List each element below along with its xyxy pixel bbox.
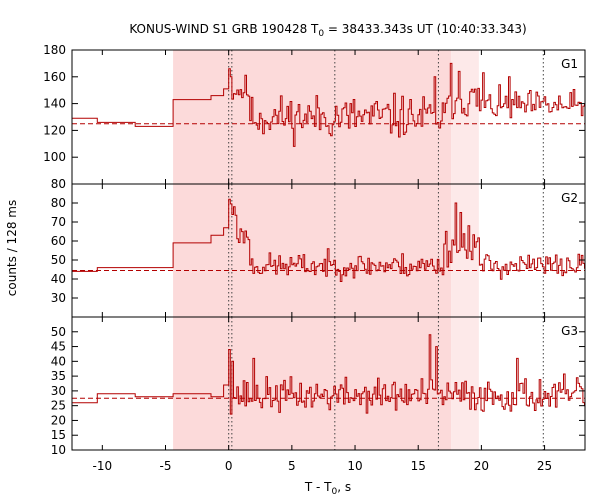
x-tick-label: 0 xyxy=(225,459,233,473)
x-tick-label: 10 xyxy=(347,459,362,473)
x-tick-label: 15 xyxy=(411,459,426,473)
y-tick-label: 120 xyxy=(43,123,66,137)
panel-g2: 30 40 50 60 70 80 G2 xyxy=(51,183,586,318)
panel-label: G1 xyxy=(561,57,578,71)
y-tick-label: 30 xyxy=(51,291,66,305)
y-tick-label: 80 xyxy=(51,196,66,210)
light-curve-g1 xyxy=(72,62,585,147)
y-tick-label: 40 xyxy=(51,272,66,286)
x-axis-label: T - T0, s xyxy=(304,480,351,497)
y-tick-label: 80 xyxy=(51,177,66,191)
x-tick-label: 20 xyxy=(474,459,489,473)
shaded-interval xyxy=(173,184,452,317)
shaded-interval xyxy=(173,50,452,184)
y-tick-label: 70 xyxy=(51,215,66,229)
y-tick-label: 100 xyxy=(43,150,66,164)
shaded-interval xyxy=(173,317,452,450)
y-tick-label: 35 xyxy=(51,369,66,383)
y-tick-label: 45 xyxy=(51,340,66,354)
panel-label: G2 xyxy=(561,191,578,205)
y-tick-label: 25 xyxy=(51,399,66,413)
x-tick-label: 5 xyxy=(288,459,296,473)
y-tick-label: 60 xyxy=(51,234,66,248)
y-tick-label: 140 xyxy=(43,97,66,111)
panel-g1: 80 100 120 140 160 180 G1 xyxy=(43,43,586,191)
x-tick-label: -5 xyxy=(160,459,172,473)
y-tick-label: 160 xyxy=(43,70,66,84)
y-tick-label: 20 xyxy=(51,413,66,427)
y-tick-label: 40 xyxy=(51,354,66,368)
x-tick-label: -10 xyxy=(93,459,113,473)
y-tick-label: 10 xyxy=(51,443,66,457)
y-tick-label: 30 xyxy=(51,384,66,398)
panel-frame xyxy=(71,316,586,451)
chart-title: KONUS-WIND S1 GRB 190428 T0 = 38433.343s… xyxy=(129,22,526,39)
y-tick-label: 50 xyxy=(51,253,66,267)
y-tick-label: 180 xyxy=(43,43,66,57)
light-curve-g2 xyxy=(72,198,585,282)
y-axis-label: counts / 128 ms xyxy=(5,200,19,296)
shaded-interval xyxy=(451,50,479,184)
light-curve-g3 xyxy=(72,334,585,415)
y-tick-label: 15 xyxy=(51,428,66,442)
y-tick-label: 50 xyxy=(51,325,66,339)
x-tick-label: 25 xyxy=(537,459,552,473)
panel-label: G3 xyxy=(561,324,578,338)
